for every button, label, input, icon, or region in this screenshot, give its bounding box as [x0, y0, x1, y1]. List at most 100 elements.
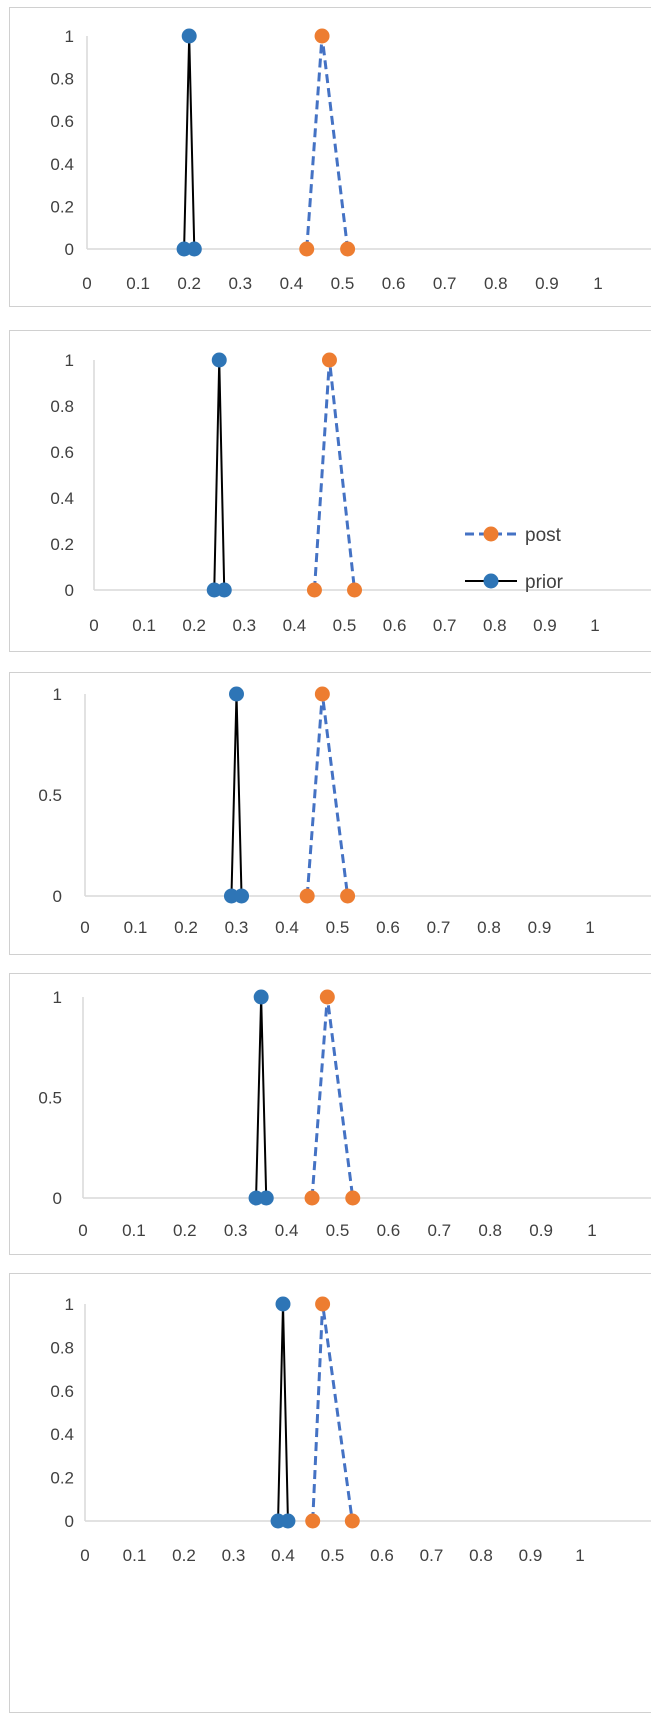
- post-data-point: [314, 28, 330, 44]
- y-tick-label: 1: [53, 988, 62, 1007]
- y-tick-label: 0: [65, 240, 74, 259]
- x-tick-label: 0.1: [123, 1546, 147, 1565]
- x-tick-label: 0.3: [232, 616, 256, 635]
- chart-panel-3: 0 0.1 0.2 0.3 0.4 0.5 0.6 0.7 0.8 0.9 1 0 0.5 1: [9, 672, 651, 955]
- x-tick-label: 0.5: [326, 1221, 350, 1240]
- x-tick-label: 0: [89, 616, 98, 635]
- prior-series-line: [213, 359, 226, 591]
- x-tick-label: 0.1: [132, 616, 156, 635]
- post-data-point: [314, 686, 330, 702]
- post-series-line: [310, 996, 355, 1199]
- x-tick-label: 0.2: [173, 1221, 197, 1240]
- post-data-point: [321, 352, 337, 368]
- x-tick-label: 1: [587, 1221, 596, 1240]
- y-tick-label: 0.2: [50, 535, 74, 554]
- y-tick-label: 0: [53, 1189, 62, 1208]
- x-tick-label: 0.1: [124, 918, 148, 937]
- post-data-point: [344, 1513, 360, 1529]
- legend-post-marker: [483, 526, 499, 542]
- y-tick-label: 0.8: [50, 70, 74, 89]
- y-tick-label: 0.4: [50, 155, 74, 174]
- y-tick-label: 0.5: [38, 1089, 62, 1108]
- post-data-point: [319, 989, 335, 1005]
- x-tick-label: 0.7: [433, 274, 457, 293]
- x-tick-label: 0.8: [478, 1221, 502, 1240]
- chart-panel-5: 0 0.1 0.2 0.3 0.4 0.5 0.6 0.7 0.8 0.9 1 0 0.2 0.4 0.6 0…: [9, 1273, 651, 1713]
- x-tick-label: 0.8: [477, 918, 501, 937]
- x-tick-label: 0.3: [225, 918, 249, 937]
- x-tick-label: 0.5: [331, 274, 355, 293]
- post-series-line: [312, 359, 357, 591]
- chart-svg-2: 0 0.1 0.2 0.3 0.4 0.5 0.6 0.7 0.8 0.9 1 0 0.2 0.4 0.6 0…: [50, 351, 651, 635]
- y-tick-label: 0.8: [50, 1338, 74, 1357]
- post-data-point: [315, 1296, 331, 1312]
- prior-data-point: [229, 686, 244, 702]
- chart-panel-4: 0 0.1 0.2 0.3 0.4 0.5 0.6 0.7 0.8 0.9 1 0 0.5 1: [9, 973, 651, 1255]
- y-tick-label: 1: [65, 27, 74, 46]
- prior-data-point: [234, 888, 250, 904]
- x-tick-label: 0.4: [271, 1546, 295, 1565]
- y-tick-label: 0: [65, 1512, 74, 1531]
- post-data-point: [305, 1513, 321, 1529]
- prior-series-line: [183, 35, 196, 250]
- x-tick-label: 0.9: [519, 1546, 543, 1565]
- x-tick-label: 0.1: [122, 1221, 146, 1240]
- x-tick-label: 0.9: [533, 616, 557, 635]
- x-tick-label: 0.7: [427, 918, 451, 937]
- x-tick-label: 0.7: [427, 1221, 451, 1240]
- chart-svg-5: 0 0.1 0.2 0.3 0.4 0.5 0.6 0.7 0.8 0.9 1 0 0.2 0.4 0.6 0…: [50, 1295, 651, 1565]
- x-tick-label: 0.2: [172, 1546, 196, 1565]
- prior-series-line: [255, 996, 268, 1199]
- prior-data-point: [211, 352, 227, 368]
- post-data-point: [299, 888, 315, 904]
- y-tick-label: 0.4: [50, 489, 74, 508]
- x-tick-label: 0: [80, 1546, 89, 1565]
- x-tick-label: 0.2: [182, 616, 206, 635]
- x-tick-label: 0.8: [484, 274, 508, 293]
- x-tick-label: 1: [590, 616, 599, 635]
- x-tick-label: 0.2: [177, 274, 201, 293]
- post-series-line: [305, 693, 350, 897]
- legend-post-label: post: [525, 525, 562, 546]
- x-tick-label: 0.3: [224, 1221, 248, 1240]
- prior-series-line: [230, 693, 243, 897]
- x-tick-label: 0.4: [280, 274, 304, 293]
- y-tick-label: 0.4: [50, 1425, 74, 1444]
- x-tick-label: 0.4: [275, 918, 299, 937]
- chart-svg-1: 0 0.1 0.2 0.3 0.4 0.5 0.6 0.7 0.8 0.9 1 0 0.2 0.4 0.6 0…: [50, 27, 651, 293]
- y-tick-label: 0.2: [50, 1469, 74, 1488]
- prior-series-line: [277, 1303, 289, 1522]
- x-tick-label: 1: [575, 1546, 584, 1565]
- prior-data-point: [253, 989, 269, 1005]
- chart-panel-2: 0 0.1 0.2 0.3 0.4 0.5 0.6 0.7 0.8 0.9 1 0 0.2 0.4 0.6 0…: [9, 330, 651, 652]
- y-tick-label: 0.8: [50, 397, 74, 416]
- prior-data-point: [275, 1296, 291, 1312]
- y-tick-label: 0.5: [38, 786, 62, 805]
- x-tick-label: 0: [78, 1221, 87, 1240]
- y-tick-label: 0.6: [50, 112, 74, 131]
- x-tick-label: 0.6: [370, 1546, 394, 1565]
- legend-prior-marker: [483, 573, 499, 589]
- post-data-point: [306, 582, 322, 598]
- post-data-point: [340, 888, 356, 904]
- x-tick-label: 0.7: [420, 1546, 444, 1565]
- x-tick-label: 0: [82, 274, 91, 293]
- x-tick-label: 0: [80, 918, 89, 937]
- y-tick-label: 1: [53, 685, 62, 704]
- y-tick-label: 1: [65, 351, 74, 370]
- chart-panel-1: 0 0.1 0.2 0.3 0.4 0.5 0.6 0.7 0.8 0.9 1 0 0.2 0.4 0.6 0…: [9, 7, 651, 307]
- x-tick-label: 0.9: [528, 918, 552, 937]
- x-tick-label: 1: [585, 918, 594, 937]
- x-tick-label: 0.6: [376, 918, 400, 937]
- x-tick-label: 0.3: [222, 1546, 246, 1565]
- post-series-line: [305, 35, 350, 250]
- prior-data-point: [258, 1190, 274, 1206]
- x-tick-label: 0.9: [529, 1221, 553, 1240]
- prior-data-point: [186, 241, 202, 257]
- post-data-point: [347, 582, 363, 598]
- y-tick-label: 0.6: [50, 443, 74, 462]
- x-tick-label: 0.7: [433, 616, 457, 635]
- x-tick-label: 0.9: [535, 274, 559, 293]
- chart-svg-4: 0 0.1 0.2 0.3 0.4 0.5 0.6 0.7 0.8 0.9 1 0 0.5 1: [38, 988, 651, 1240]
- y-tick-label: 1: [65, 1295, 74, 1314]
